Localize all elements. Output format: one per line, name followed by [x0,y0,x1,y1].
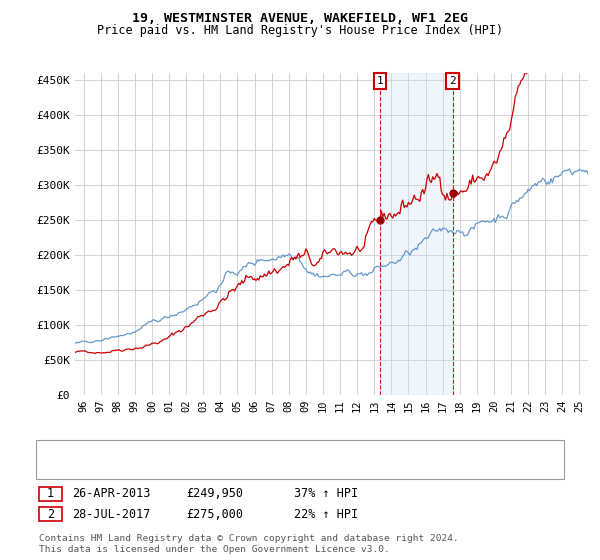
Text: 1: 1 [376,76,383,86]
Text: Contains HM Land Registry data © Crown copyright and database right 2024.
This d: Contains HM Land Registry data © Crown c… [39,534,459,554]
Bar [380,73,452,395]
Text: 22% ↑ HPI: 22% ↑ HPI [294,507,358,521]
Text: 2: 2 [449,76,456,86]
Text: £275,000: £275,000 [186,507,243,521]
Text: 19, WESTMINSTER AVENUE, WAKEFIELD, WF1 2EG: 19, WESTMINSTER AVENUE, WAKEFIELD, WF1 2… [132,12,468,25]
Text: 28-JUL-2017: 28-JUL-2017 [72,507,151,521]
Text: 26-APR-2013: 26-APR-2013 [72,487,151,501]
Text: 1: 1 [47,487,54,501]
Text: 37% ↑ HPI: 37% ↑ HPI [294,487,358,501]
Text: 19, WESTMINSTER AVENUE, WAKEFIELD, WF1 2EG (detached house): 19, WESTMINSTER AVENUE, WAKEFIELD, WF1 2… [83,446,452,456]
Text: Price paid vs. HM Land Registry's House Price Index (HPI): Price paid vs. HM Land Registry's House … [97,24,503,36]
Text: 2: 2 [47,507,54,521]
Text: HPI: Average price, detached house, Wakefield: HPI: Average price, detached house, Wake… [83,463,364,473]
Text: £249,950: £249,950 [186,487,243,501]
